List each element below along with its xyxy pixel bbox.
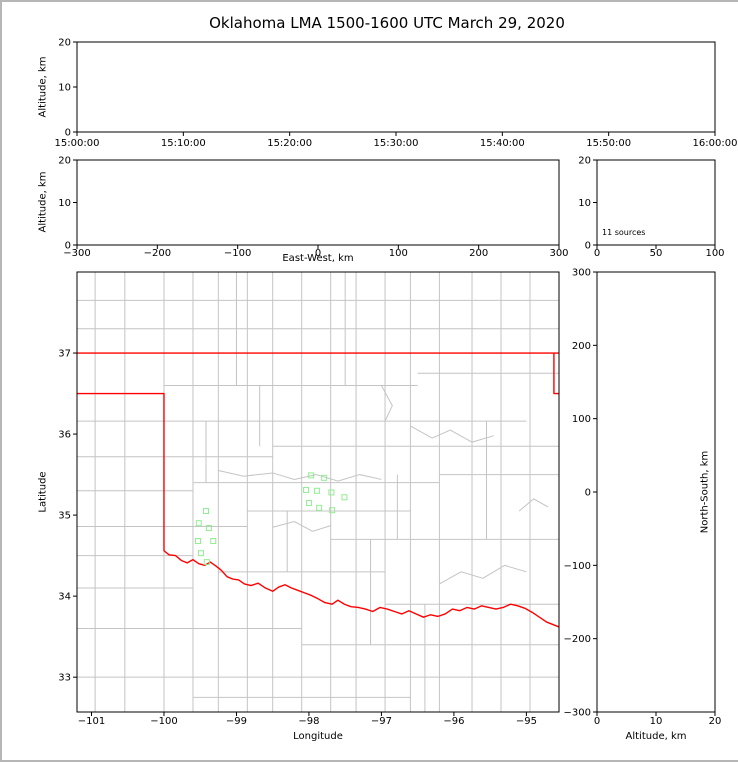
map-ylabel: Latitude — [37, 471, 49, 513]
tick-label: −200 — [144, 248, 171, 259]
ew-altitude-panel-background — [77, 160, 559, 245]
county-line — [439, 564, 527, 585]
tick-label: 37 — [58, 349, 71, 360]
tick-label: −300 — [63, 248, 90, 259]
ns-panel-xlabel: Altitude, km — [625, 731, 687, 742]
tick-label: 33 — [58, 673, 71, 684]
tick-label: 0 — [65, 241, 71, 252]
tick-label: 20 — [58, 38, 71, 49]
source-marker — [303, 486, 310, 493]
tick-label: 15:50:00 — [586, 138, 631, 149]
tick-label: 15:30:00 — [374, 138, 419, 149]
source-marker — [341, 494, 348, 501]
county-line — [410, 425, 494, 443]
source-marker — [316, 504, 323, 511]
state-border-line — [77, 392, 560, 628]
tick-label: 10 — [58, 198, 71, 209]
tick-label: 0 — [594, 248, 600, 259]
tick-label: 0 — [65, 128, 71, 139]
tick-label: 100 — [389, 248, 408, 259]
county-line — [380, 385, 393, 422]
tick-label: 50 — [650, 248, 663, 259]
source-marker — [328, 489, 335, 496]
tick-label: 20 — [578, 156, 591, 167]
source-marker — [308, 472, 315, 479]
tick-label: 15:20:00 — [267, 138, 312, 149]
tick-label: 100 — [705, 248, 724, 259]
source-marker — [195, 520, 202, 527]
tick-label: 10 — [58, 83, 71, 94]
tick-label: 0 — [585, 241, 591, 252]
ew-panel-xlabel: East-West, km — [282, 253, 354, 264]
state-border-line — [553, 353, 559, 395]
tick-label: 10 — [578, 198, 591, 209]
figure-title: Oklahoma LMA 1500-1600 UTC March 29, 202… — [209, 14, 565, 32]
county-line — [218, 470, 382, 482]
tick-label: 10 — [650, 716, 663, 727]
tick-label: −100 — [224, 248, 251, 259]
source-count-annotation: 11 sources — [602, 228, 646, 237]
map-xlabel: Longitude — [293, 731, 343, 742]
source-marker — [313, 487, 320, 494]
map-panel-border — [76, 271, 560, 713]
ns-altitude-panel-background — [597, 272, 715, 712]
tick-label: −96 — [443, 716, 464, 727]
ew-panel-ylabel: Altitude, km — [37, 171, 49, 233]
source-marker — [197, 550, 204, 557]
tick-label: −200 — [564, 634, 591, 645]
tick-label: 200 — [572, 341, 591, 352]
source-marker — [305, 499, 312, 506]
tick-label: 16:00:00 — [693, 138, 738, 149]
source-marker — [210, 538, 217, 545]
tick-label: −97 — [371, 716, 392, 727]
time-panel-ylabel: Altitude, km — [37, 56, 49, 118]
tick-label: 300 — [572, 268, 591, 279]
tick-label: −95 — [516, 716, 537, 727]
tick-label: 20 — [58, 156, 71, 167]
time-altitude-panel-background — [77, 42, 715, 132]
tick-label: 34 — [58, 592, 71, 603]
tick-label: −101 — [78, 716, 105, 727]
tick-label: 0 — [594, 716, 600, 727]
tick-label: −300 — [564, 708, 591, 719]
tick-label: 0 — [585, 488, 591, 499]
source-histogram-panel-background — [597, 160, 715, 245]
tick-label: 35 — [58, 511, 71, 522]
tick-label: 15:10:00 — [161, 138, 206, 149]
tick-label: −100 — [150, 716, 177, 727]
tick-label: 36 — [58, 430, 71, 441]
tick-label: 20 — [709, 716, 722, 727]
source-marker — [205, 525, 212, 532]
source-marker — [203, 508, 210, 515]
tick-label: 100 — [572, 414, 591, 425]
source-marker — [329, 507, 336, 514]
source-marker — [195, 538, 202, 545]
source-marker — [321, 474, 328, 481]
tick-label: 15:00:00 — [55, 138, 100, 149]
county-line — [518, 498, 549, 512]
county-line — [272, 521, 331, 532]
tick-label: 15:40:00 — [480, 138, 525, 149]
map-panel-background — [77, 272, 559, 712]
tick-label: −98 — [298, 716, 319, 727]
source-marker — [203, 559, 210, 566]
tick-label: 300 — [549, 248, 568, 259]
tick-label: 0 — [315, 248, 321, 259]
ns-panel-ylabel: North-South, km — [699, 450, 711, 534]
tick-label: 200 — [469, 248, 488, 259]
tick-label: −100 — [564, 561, 591, 572]
tick-label: −99 — [226, 716, 247, 727]
